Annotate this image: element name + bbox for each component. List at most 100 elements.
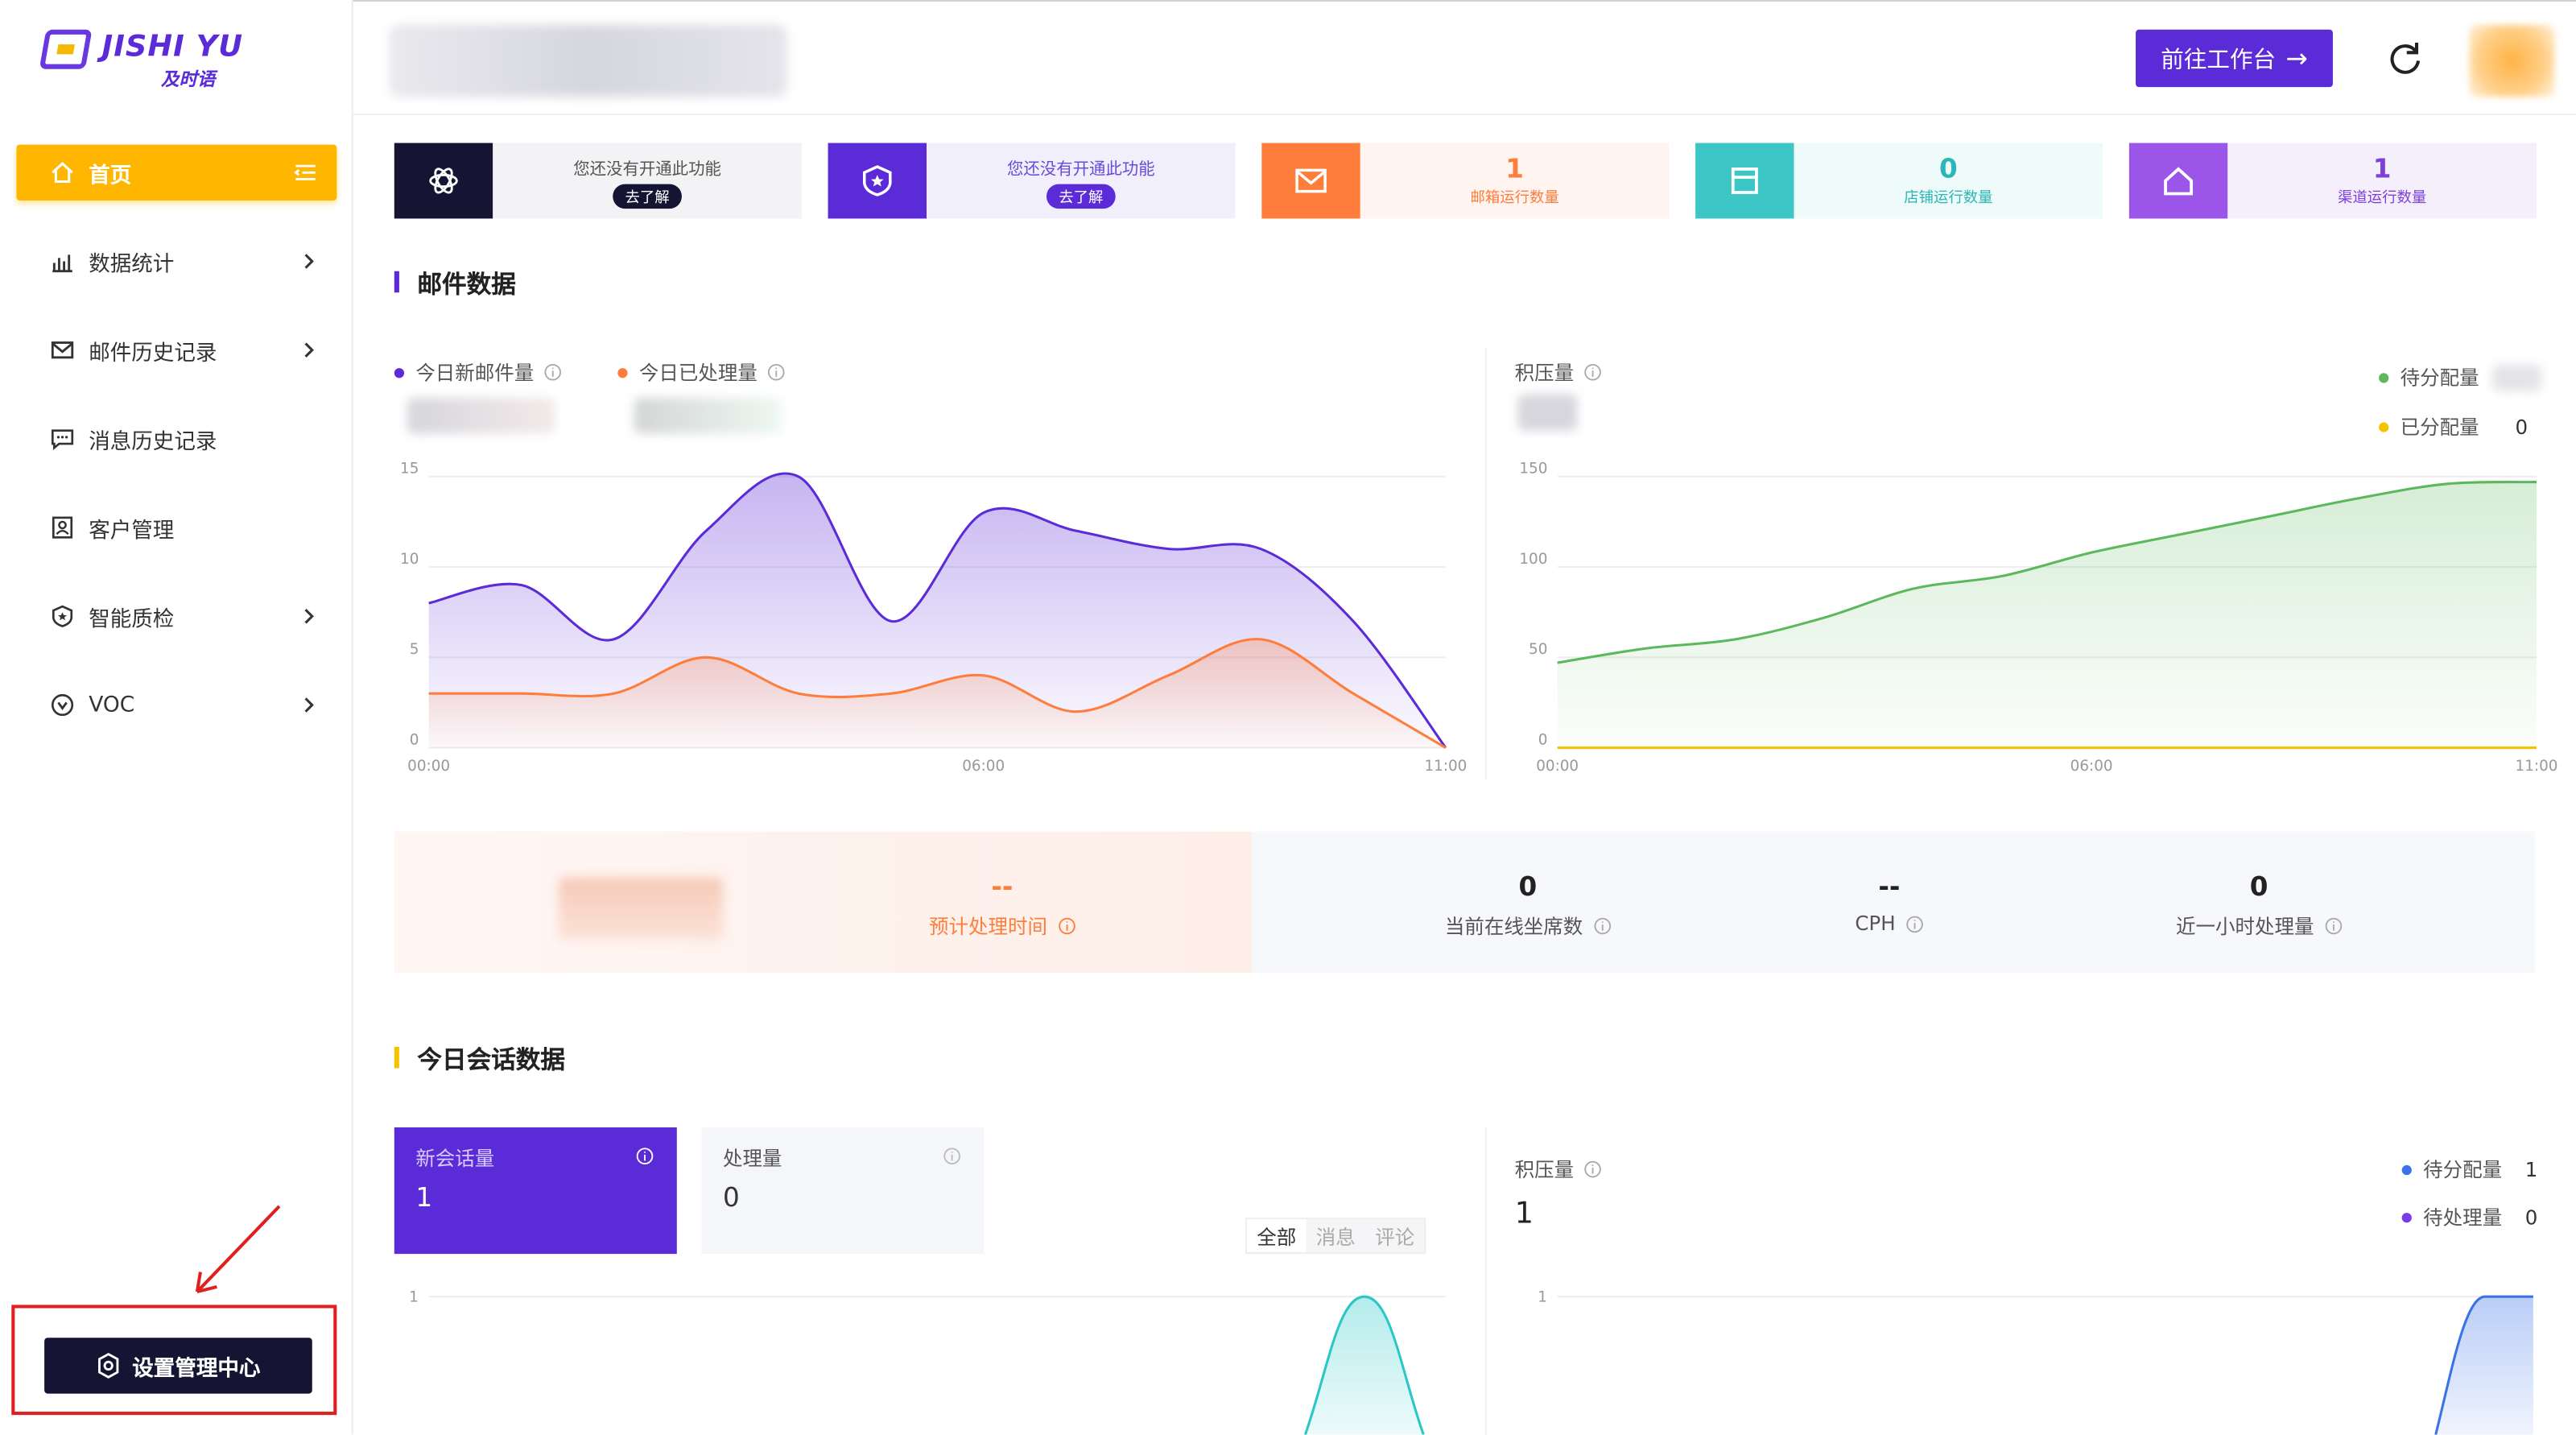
info-icon[interactable] <box>544 363 562 381</box>
info-icon[interactable] <box>1593 917 1611 935</box>
metric-highlight <box>394 831 1253 974</box>
metric-label: 近一小时处理量 <box>2176 915 2314 939</box>
promo-message: 您还没有开通此功能 <box>1007 159 1155 179</box>
processed-conversation-card[interactable]: 处理量 0 <box>701 1127 985 1255</box>
section-title-mail: 邮件数据 <box>394 267 516 301</box>
y-tick-label: 50 <box>1529 641 1547 658</box>
x-tick-label: 11:00 <box>2516 758 2558 775</box>
sidebar-item-label: 智能质检 <box>89 607 175 632</box>
tab-messages[interactable]: 消息 <box>1315 1226 1356 1250</box>
chevron-right-icon <box>297 250 320 273</box>
sidebar-item-label: 数据统计 <box>89 252 175 277</box>
series-area <box>1305 1296 1424 1435</box>
conv-backlog-label: 积压量 <box>1515 1156 1602 1184</box>
arrow-right-icon: → <box>2285 43 2308 74</box>
stat-value: 1 <box>1505 152 1524 184</box>
info-icon[interactable] <box>943 1147 960 1164</box>
sidebar-item-message-history[interactable]: 消息历史记录 <box>16 411 336 466</box>
stat-label: 店铺运行数量 <box>1904 190 1993 208</box>
sidebar: JISHI YU 及时语 首页 数据统计 <box>0 0 353 1435</box>
settings-label: 设置管理中心 <box>132 1356 261 1382</box>
user-avatar[interactable] <box>2469 24 2555 97</box>
tab-comments[interactable]: 评论 <box>1375 1226 1415 1250</box>
sidebar-item-home[interactable]: 首页 <box>16 144 337 201</box>
sidebar-item-statistics[interactable]: 数据统计 <box>16 234 336 289</box>
legend-conv-pending[interactable]: 待分配量 1 <box>2401 1156 2537 1184</box>
stat-label: 邮箱运行数量 <box>1470 190 1559 208</box>
settings-center-button[interactable]: 设置管理中心 <box>44 1338 312 1394</box>
refresh-icon[interactable] <box>2384 38 2426 81</box>
shield-star-icon <box>49 603 76 630</box>
backlog-text: 积压量 <box>1514 361 1575 385</box>
new-conversation-card[interactable]: 新会话量 1 <box>394 1127 677 1255</box>
info-icon[interactable] <box>1583 1160 1601 1178</box>
channel-icon <box>2128 143 2228 219</box>
sidebar-item-label: VOC <box>89 693 135 718</box>
x-tick-label: 00:00 <box>1536 758 1579 775</box>
gear-icon <box>96 1352 122 1379</box>
y-tick-label: 0 <box>1538 731 1548 748</box>
sidebar-item-mail-history[interactable]: 邮件历史记录 <box>16 322 336 378</box>
chevron-right-icon <box>297 605 320 628</box>
learn-more-button[interactable]: 去了解 <box>613 183 681 209</box>
info-icon[interactable] <box>1057 917 1075 935</box>
redacted-value <box>1517 394 1578 431</box>
info-icon[interactable] <box>1583 363 1601 381</box>
legend-conv-processing[interactable]: 待处理量 0 <box>2401 1203 2537 1231</box>
legend-dot <box>2401 1212 2412 1222</box>
sidebar-item-customers[interactable]: 客户管理 <box>16 499 336 555</box>
info-icon[interactable] <box>1905 915 1923 933</box>
y-tick-label: 1 <box>1538 1288 1547 1305</box>
promo-card-ai[interactable]: 您还没有开通此功能 去了解 <box>394 143 802 219</box>
mail-icon <box>1261 143 1360 219</box>
stat-card-store: 0 店铺运行数量 <box>1695 143 2103 219</box>
divider <box>1484 348 1487 780</box>
goto-workbench-button[interactable]: 前往工作台 → <box>2136 29 2333 88</box>
voc-icon <box>49 692 76 718</box>
goto-label: 前往工作台 <box>2161 47 2277 73</box>
learn-more-button[interactable]: 去了解 <box>1046 183 1115 209</box>
sidebar-item-label: 首页 <box>89 163 132 188</box>
info-icon[interactable] <box>2324 917 2342 935</box>
conversation-filter-tabs: 全部 消息 评论 <box>1245 1218 1426 1255</box>
backlog-label: 积压量 <box>1515 358 1602 387</box>
x-tick-label: 11:00 <box>1424 758 1467 775</box>
series-line <box>2434 1295 2533 1435</box>
home-icon <box>49 159 76 186</box>
legend-dot <box>617 367 628 378</box>
metric-label: CPH <box>1855 912 1896 936</box>
mail-icon <box>49 337 76 363</box>
series-line <box>1303 1295 1425 1435</box>
sidebar-item-quality-check[interactable]: 智能质检 <box>16 589 336 644</box>
tab-all[interactable]: 全部 <box>1246 1219 1307 1253</box>
promo-card-quality[interactable]: 您还没有开通此功能 去了解 <box>828 143 1236 219</box>
chevron-right-icon <box>297 693 320 717</box>
legend-dot <box>394 367 405 378</box>
sidebar-item-voc[interactable]: VOC <box>16 677 336 733</box>
stat-value: 1 <box>2372 152 2392 184</box>
legend-pending[interactable]: 待分配量 <box>2379 363 2542 391</box>
legend-label: 待分配量 <box>2400 366 2479 390</box>
x-tick-label: 06:00 <box>2070 758 2113 775</box>
y-tick-label: 0 <box>410 731 419 748</box>
series-area <box>428 639 1446 748</box>
logo-mark-icon <box>39 29 93 69</box>
legend-processed-mail[interactable]: 今日已处理量 <box>617 358 785 387</box>
info-icon[interactable] <box>636 1147 654 1164</box>
x-tick-label: 00:00 <box>407 758 450 775</box>
legend-dot <box>2379 421 2389 432</box>
y-tick-label: 5 <box>410 641 419 658</box>
contact-icon <box>49 515 76 541</box>
conversation-backlog-chart: 1 <box>1538 1288 2533 1435</box>
y-tick-label: 100 <box>1519 551 1547 568</box>
legend-label: 今日已处理量 <box>638 361 758 385</box>
metric-cph: -- CPH <box>1807 871 1971 936</box>
series-line <box>1557 481 2537 664</box>
logo[interactable]: JISHI YU 及时语 <box>39 27 273 93</box>
legend-new-mail[interactable]: 今日新邮件量 <box>394 358 562 387</box>
info-icon[interactable] <box>767 363 785 381</box>
stat-card-channel: 1 渠道运行数量 <box>2128 143 2537 219</box>
annotation-arrow-icon <box>195 1205 281 1294</box>
collapse-menu-icon[interactable] <box>293 161 317 184</box>
legend-assigned[interactable]: 已分配量 0 <box>2379 412 2528 440</box>
